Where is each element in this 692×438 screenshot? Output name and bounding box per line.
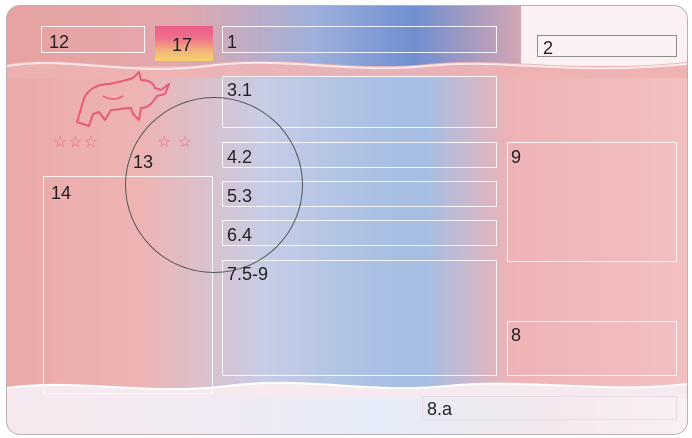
top-wave — [7, 60, 687, 78]
label-6-4: 6.4 — [227, 225, 253, 245]
signature-circle — [125, 97, 303, 273]
label-9: 9 — [511, 147, 522, 167]
bull-icon — [76, 71, 170, 127]
label-5-3: 5.3 — [227, 186, 253, 206]
label-14: 14 — [51, 183, 72, 203]
field-7-box — [222, 260, 497, 376]
field-1-box — [222, 26, 497, 53]
label-12: 12 — [49, 32, 70, 52]
stars-left: ☆☆☆ — [53, 134, 100, 151]
label-13: 13 — [133, 152, 154, 172]
field-9-box — [507, 142, 677, 262]
label-7-5-9: 7.5-9 — [227, 264, 269, 284]
label-8: 8 — [511, 325, 522, 345]
license-card: ☆☆☆ ☆ ☆ 12 17 1 2 3.1 4.2 5.3 6.4 7.5-9 … — [6, 5, 688, 435]
label-4-2: 4.2 — [227, 147, 253, 167]
field-8a-box — [422, 396, 677, 420]
label-3-1: 3.1 — [227, 80, 253, 100]
field-2-box — [537, 35, 677, 57]
label-2: 2 — [543, 38, 554, 58]
bottom-wave — [7, 381, 687, 398]
label-17: 17 — [172, 35, 193, 55]
field-12-box — [41, 26, 145, 53]
label-1: 1 — [227, 32, 238, 52]
flag-emblem — [155, 26, 213, 61]
label-8a: 8.a — [427, 399, 453, 419]
field-8-box — [507, 321, 677, 376]
